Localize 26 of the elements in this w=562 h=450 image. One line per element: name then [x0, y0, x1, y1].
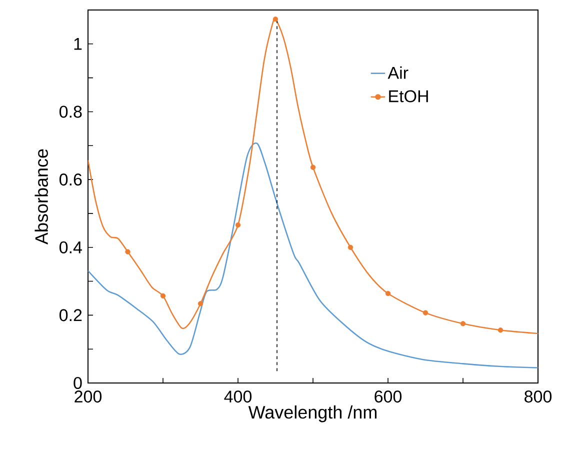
- point: [160, 293, 166, 298]
- point: [235, 222, 241, 228]
- point: [310, 164, 316, 170]
- point: [498, 328, 504, 333]
- x-tick-label: 600: [374, 390, 402, 403]
- y-tick-label: 0.4: [59, 241, 82, 254]
- x-tick-label: 200: [74, 390, 102, 403]
- y-axis-title: Absorbance: [34, 149, 48, 244]
- x-tick-label: 400: [224, 390, 252, 403]
- point: [385, 290, 391, 296]
- x-axis-title: Wavelength /nm: [248, 405, 376, 422]
- y-tick-label: 0.6: [59, 174, 82, 186]
- point: [422, 310, 428, 316]
- legend-label: EtOH: [389, 90, 428, 102]
- point: [125, 249, 130, 254]
- point: [198, 301, 204, 306]
- point: [272, 16, 278, 22]
- y-tick-label: 1: [74, 38, 82, 50]
- y-tick-label: 0: [74, 376, 82, 390]
- line-series: [88, 142, 538, 368]
- y-tick-label: 0.8: [59, 106, 82, 118]
- legend-label: Air: [388, 66, 408, 79]
- point: [460, 321, 466, 326]
- x-tick-label: 800: [524, 390, 552, 403]
- point: [348, 244, 354, 250]
- y-tick-label: 0.2: [59, 309, 82, 322]
